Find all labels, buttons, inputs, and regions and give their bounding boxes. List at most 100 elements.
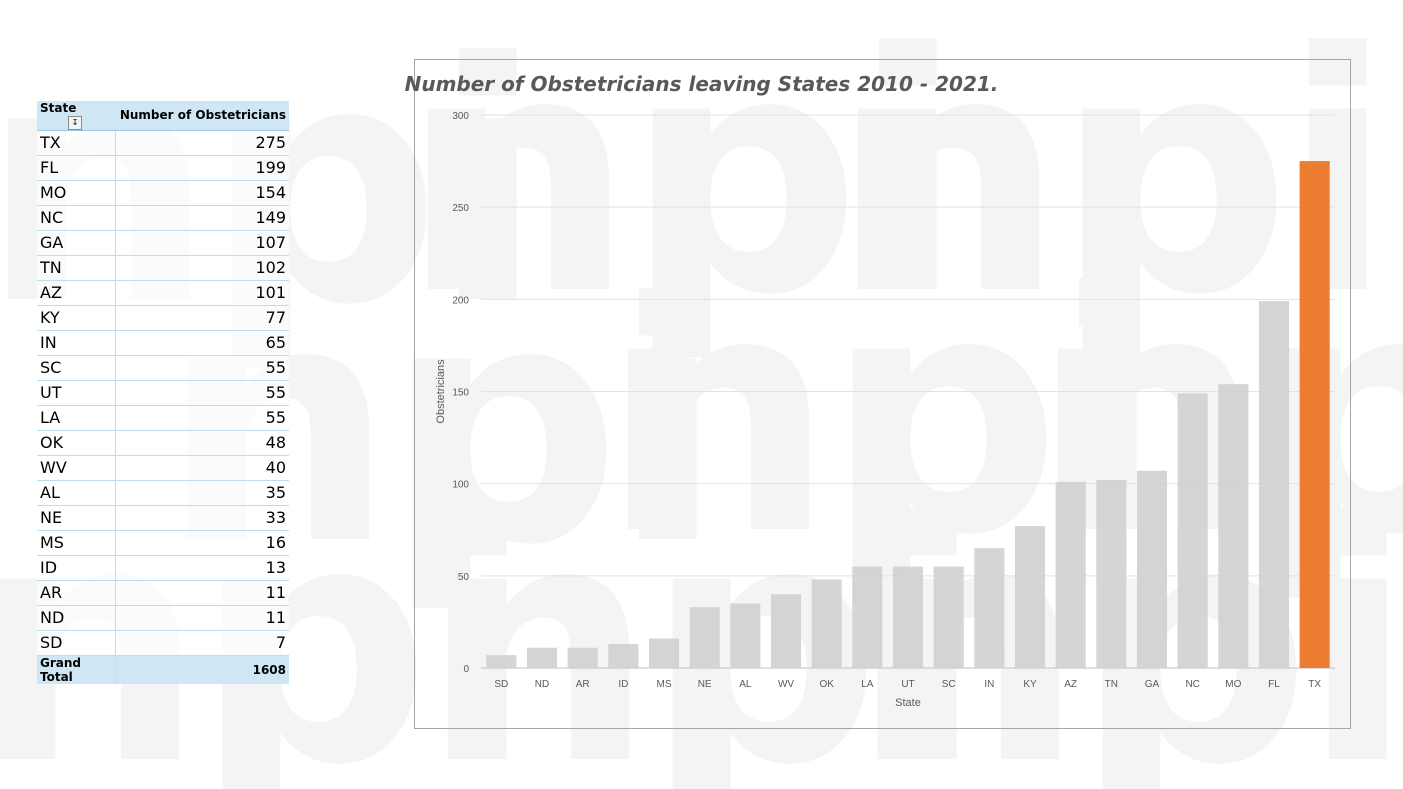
table-row: AZ 101 [37,280,289,306]
row-state: UT [37,380,116,406]
x-tick-label: MO [1225,679,1241,690]
table-row: LA 55 [37,405,289,431]
table-row: FL 199 [37,155,289,181]
bar-in [974,548,1005,668]
row-state: FL [37,155,116,181]
row-state: LA [37,405,116,431]
row-value: 77 [115,305,289,331]
bar-sd [486,655,517,668]
row-state: GA [37,230,116,256]
table-row: GA 107 [37,230,289,256]
row-state: AR [37,580,116,606]
bar-mo [1218,384,1249,668]
chart-title: Number of Obstetricians leaving States 2… [404,72,999,96]
x-axis-title: State [895,697,921,709]
bar-nc [1177,393,1208,668]
x-tick-label: WV [778,679,794,690]
row-state: NC [37,205,116,231]
row-value: 55 [115,355,289,381]
row-value: 16 [115,530,289,556]
table-row: SD 7 [37,630,289,656]
row-state: IN [37,330,116,356]
bar-nd [526,647,558,668]
row-value: 55 [115,405,289,431]
x-tick-label: TX [1308,679,1321,690]
row-state: MO [37,180,116,206]
y-tick-label: 0 [463,664,469,675]
x-tick-label: NE [698,679,712,690]
grand-total-label: Grand Total [37,654,116,684]
bar-ms [648,638,680,668]
row-value: 55 [115,380,289,406]
table-row: WV 40 [37,455,289,481]
pivot-header-state-label: State [40,101,77,115]
x-tick-label: ND [535,679,549,690]
grand-total-value: 1608 [115,654,289,684]
row-state: SC [37,355,116,381]
x-tick-label: GA [1145,679,1160,690]
chart-area[interactable]: 0 50 100 150 200 250 300 SD ND AR ID MS NE AL WV OK LA UT… [414,59,1351,729]
y-tick-label: 150 [452,388,469,399]
row-state: AL [37,480,116,506]
row-value: 149 [115,205,289,231]
row-value: 11 [115,605,289,631]
x-tick-label: AR [576,679,590,690]
table-row: KY 77 [37,305,289,331]
table-row: AL 35 [37,480,289,506]
table-row: AR 11 [37,580,289,606]
x-tick-label: LA [861,679,874,690]
y-axis-title: Obstetricians [435,359,447,424]
row-state: KY [37,305,116,331]
x-tick-label: NC [1185,679,1199,690]
bar-ut [892,566,924,668]
bar-ne [689,607,720,668]
table-row: UT 55 [37,380,289,406]
row-state: AZ [37,280,116,306]
table-row: NC 149 [37,205,289,231]
pivot-header-value: Number of Obstetricians [115,101,289,131]
bar-ok [811,579,842,668]
row-value: 48 [115,430,289,456]
x-tick-label: OK [819,679,834,690]
row-state: OK [37,430,116,456]
table-row: SC 55 [37,355,289,381]
bar-al [730,603,761,668]
table-row: MO 154 [37,180,289,206]
row-value: 101 [115,280,289,306]
x-tick-label: AL [739,679,752,690]
x-tick-label: FL [1268,679,1280,690]
bar-az [1055,481,1086,668]
pivot-header-row: State ↧ Number of Obstetricians [37,101,289,131]
bar-sc [933,566,964,668]
row-state: WV [37,455,116,481]
x-tick-label: SC [942,679,956,690]
row-value: 107 [115,230,289,256]
table-row: TN 102 [37,255,289,281]
row-value: 11 [115,580,289,606]
row-state: TX [37,130,116,156]
bar-tx [1299,161,1330,668]
x-tick-label: AZ [1064,679,1077,690]
bar-ga [1136,470,1168,668]
y-tick-label: 200 [452,295,469,306]
x-tick-label: SD [494,679,508,690]
bar-tn [1096,479,1127,668]
row-value: 35 [115,480,289,506]
bar-la [852,566,883,668]
x-tick-label: KY [1023,679,1037,690]
bar-ar [567,647,598,668]
row-value: 275 [115,130,289,156]
grand-total-row: Grand Total 1608 [37,654,289,684]
row-state: MS [37,530,116,556]
x-tick-label: IN [984,679,994,690]
bar-ky [1014,526,1046,668]
row-state: ID [37,555,116,581]
table-row: ND 11 [37,605,289,631]
row-value: 102 [115,255,289,281]
table-row: ID 13 [37,555,289,581]
row-value: 199 [115,155,289,181]
row-value: 33 [115,505,289,531]
row-value: 40 [115,455,289,481]
table-row: IN 65 [37,330,289,356]
sort-filter-icon[interactable]: ↧ [68,115,82,130]
